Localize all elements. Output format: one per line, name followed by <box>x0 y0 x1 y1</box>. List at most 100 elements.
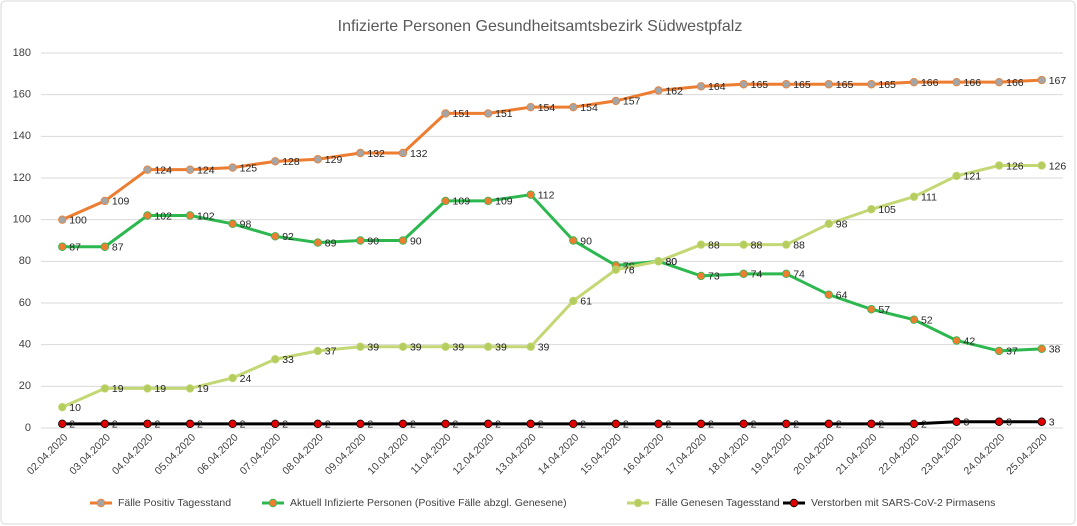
data-label: 111 <box>921 192 937 204</box>
data-point <box>100 419 110 429</box>
data-point <box>271 355 280 364</box>
data-label: 164 <box>708 81 726 93</box>
data-label: 87 <box>112 242 124 254</box>
data-point <box>100 196 110 206</box>
y-tick-label: 160 <box>13 89 31 101</box>
legend-marker <box>96 498 106 508</box>
data-point <box>867 419 876 429</box>
data-point <box>441 196 450 206</box>
data-label: 126 <box>1006 160 1024 172</box>
data-point <box>696 419 706 429</box>
legend-label: Fälle Genesen Tagesstand <box>655 497 780 509</box>
data-point <box>185 384 195 393</box>
data-point <box>313 346 322 356</box>
data-point <box>782 419 791 429</box>
data-point <box>739 269 748 279</box>
data-label: 166 <box>1006 77 1024 89</box>
data-label: 102 <box>197 210 215 222</box>
data-point <box>654 419 663 429</box>
data-label: 151 <box>495 108 513 120</box>
data-label: 74 <box>793 269 805 281</box>
data-label: 3 <box>1006 417 1012 429</box>
data-point <box>952 171 961 181</box>
data-label: 165 <box>836 79 854 91</box>
data-label: 167 <box>1049 75 1067 87</box>
data-label: 52 <box>921 314 933 326</box>
data-point <box>782 240 791 249</box>
data-point <box>185 165 195 174</box>
data-point <box>313 419 322 429</box>
data-label: 2 <box>112 419 118 431</box>
data-point <box>228 219 237 229</box>
data-point <box>696 82 706 91</box>
data-label: 166 <box>921 77 939 89</box>
data-label: 3 <box>1049 417 1055 429</box>
data-label: 2 <box>878 419 884 431</box>
data-point <box>483 342 493 351</box>
data-point <box>824 290 833 299</box>
y-tick-label: 0 <box>25 422 31 434</box>
data-label: 33 <box>282 354 294 366</box>
data-label: 132 <box>367 148 385 160</box>
data-label: 2 <box>282 419 288 431</box>
data-label: 37 <box>325 346 337 358</box>
data-label: 39 <box>495 342 507 354</box>
data-point <box>994 77 1004 87</box>
data-point <box>441 419 450 429</box>
data-label: 105 <box>878 204 896 216</box>
series-line <box>62 420 1042 426</box>
data-label: 89 <box>325 237 337 249</box>
legend-label: Fälle Positiv Tagesstand <box>118 497 231 509</box>
data-point <box>271 157 280 166</box>
data-point <box>356 419 365 429</box>
data-label: 19 <box>112 383 124 395</box>
data-point <box>100 242 110 251</box>
data-label: 76 <box>623 264 635 276</box>
data-label: 109 <box>495 196 513 208</box>
data-label: 98 <box>836 219 848 231</box>
data-label: 151 <box>453 108 471 120</box>
data-point <box>185 211 195 220</box>
data-label: 2 <box>197 419 203 431</box>
data-label: 109 <box>112 196 130 208</box>
data-label: 2 <box>325 419 331 431</box>
data-point <box>696 240 706 249</box>
data-point <box>185 419 195 429</box>
data-point <box>313 155 322 164</box>
data-label: 24 <box>240 373 252 385</box>
data-point <box>952 417 961 426</box>
data-label: 39 <box>538 342 550 354</box>
data-label: 2 <box>69 419 75 431</box>
data-point <box>909 419 919 429</box>
data-point <box>483 196 493 206</box>
data-point <box>526 102 535 112</box>
data-label: 2 <box>580 419 586 431</box>
data-label: 64 <box>836 289 848 301</box>
data-point <box>143 419 152 429</box>
data-label: 2 <box>665 419 671 431</box>
data-label: 165 <box>878 79 896 91</box>
data-point <box>100 384 110 393</box>
y-tick-label: 80 <box>19 255 31 267</box>
data-label: 166 <box>964 77 982 89</box>
data-label: 2 <box>751 419 757 431</box>
data-point <box>1037 161 1046 170</box>
data-point <box>611 265 621 274</box>
data-label: 90 <box>580 235 592 247</box>
data-point <box>526 419 535 429</box>
chart-title: Infizierte Personen Gesundheitsamtsbezir… <box>338 18 743 35</box>
data-label: 57 <box>878 304 890 316</box>
data-label: 2 <box>708 419 714 431</box>
data-point <box>271 419 280 429</box>
data-point <box>1037 75 1046 85</box>
data-point <box>483 109 493 118</box>
data-label: 37 <box>1006 346 1018 358</box>
data-point <box>739 419 748 429</box>
data-label: 87 <box>69 242 81 254</box>
data-label: 61 <box>580 296 592 308</box>
data-label: 42 <box>964 335 976 347</box>
data-label: 74 <box>751 269 763 281</box>
y-tick-label: 60 <box>19 297 31 309</box>
legend-marker <box>789 498 799 508</box>
